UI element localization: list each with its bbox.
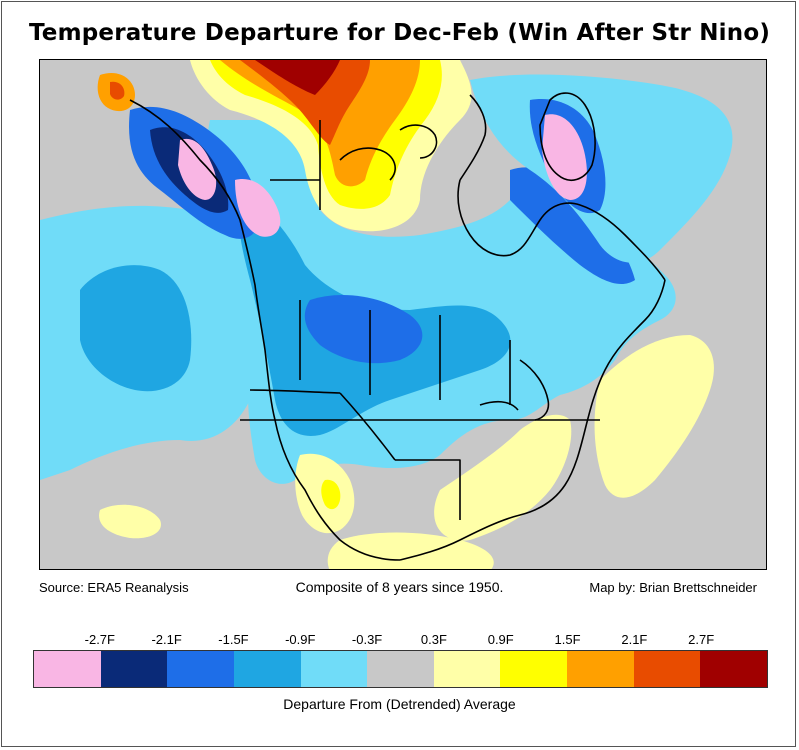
colorbar-tick-label: -1.5F xyxy=(218,632,249,647)
colorbar-tick-label: 1.5F xyxy=(554,632,581,647)
colorbar-tick-label: 0.9F xyxy=(487,632,514,647)
map-svg xyxy=(40,60,733,569)
colorbar-tick-label: -0.3F xyxy=(351,632,383,647)
quebec-blue-region xyxy=(510,167,635,285)
alaska-pink-region xyxy=(178,138,217,200)
colorbar-segment xyxy=(34,651,101,687)
colorbar-segment xyxy=(567,651,634,687)
map-title: Temperature Departure for Dec-Feb (Win A… xyxy=(28,20,771,46)
colorbar-segment xyxy=(233,651,301,687)
colorbar-segment xyxy=(167,651,234,687)
baja-light-yellow-region xyxy=(99,504,161,539)
colorbar-tick-label: -0.9F xyxy=(285,632,316,647)
colorbar xyxy=(33,650,768,688)
prairie-blue-region xyxy=(304,295,423,364)
atlantic-light-yellow-region xyxy=(594,335,714,498)
pacific-mid-blue-region xyxy=(80,265,192,392)
southwest-yellow-region xyxy=(321,479,341,510)
colorbar-tick-label: -2.7F xyxy=(84,632,115,647)
colorbar-segment xyxy=(700,651,768,687)
temperature-map xyxy=(39,59,767,570)
colorbar-segment xyxy=(367,651,434,687)
arctic-red-orange-region xyxy=(240,60,370,145)
caribbean-light-yellow-region xyxy=(327,532,494,569)
arctic-dark-red-region xyxy=(255,60,340,95)
colorbar-segment xyxy=(300,651,368,687)
colorbar-segment xyxy=(433,651,501,687)
colorbar-segment xyxy=(100,651,168,687)
greenland-pink-region xyxy=(542,114,587,200)
colorbar-tick-label: -2.1F xyxy=(151,632,182,647)
composite-caption: Composite of 8 years since 1950. xyxy=(295,579,504,595)
coastlines xyxy=(129,92,666,561)
colorbar-segment xyxy=(633,651,701,687)
credit-caption: Map by: Brian Brettschneider xyxy=(589,580,757,595)
colorbar-tick-label: 2.1F xyxy=(621,632,648,647)
source-caption: Source: ERA5 Reanalysis xyxy=(39,580,189,595)
colorbar-segment xyxy=(500,651,568,687)
southeast-light-yellow-region xyxy=(434,414,572,541)
colorbar-tick-label: 2.7F xyxy=(688,632,715,647)
colorbar-title: Departure From (Detrended) Average xyxy=(283,696,516,712)
colorbar-tick-label: 0.3F xyxy=(420,632,447,647)
alaska-west-red-region xyxy=(110,81,125,100)
northwest-pink-region xyxy=(235,179,281,237)
colorbar-tick-labels: -2.7F -2.1F -1.5F -0.9F -0.3F 0.3F 0.9F 1.5F 2.1… xyxy=(33,632,768,650)
